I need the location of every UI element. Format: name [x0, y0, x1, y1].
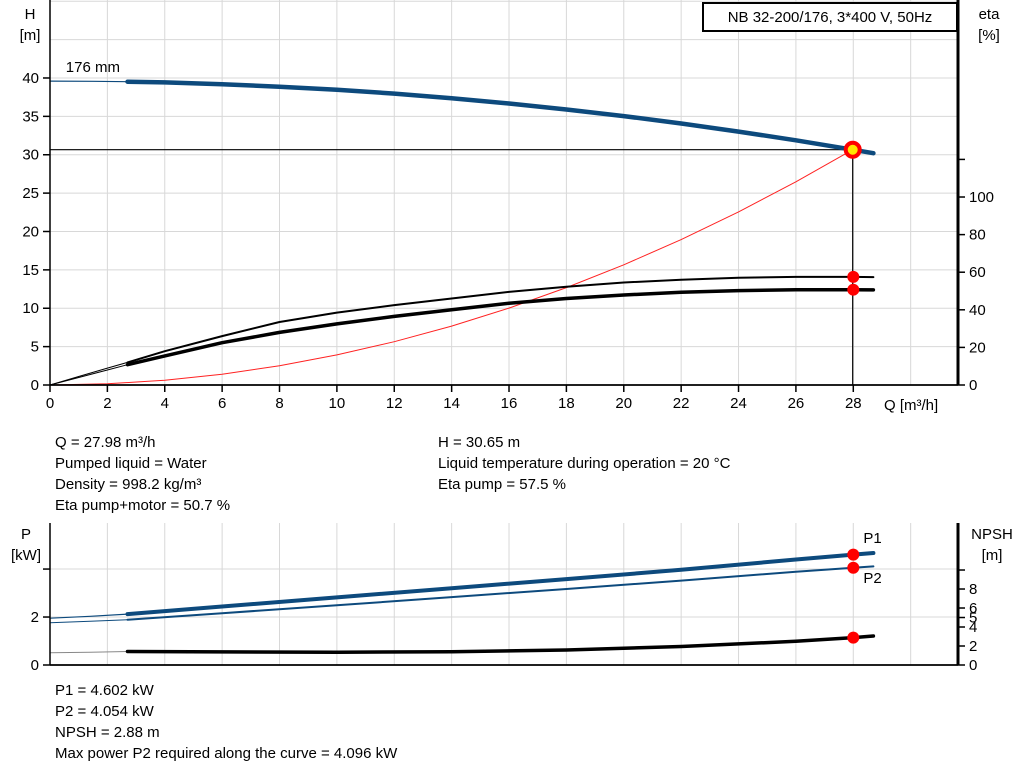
- power-info-block: P1 = 4.602 kW P2 = 4.054 kW NPSH = 2.88 m M…: [55, 680, 397, 764]
- y-left-tick-label: 2: [31, 609, 39, 626]
- power-info-line: P2 = 4.054 kW: [55, 703, 154, 720]
- y-right-tick-label: 2: [969, 638, 977, 655]
- y-right-tick-label: 40: [969, 302, 986, 319]
- y-right-tick-label: 4: [969, 619, 977, 636]
- operating-point: [843, 140, 862, 159]
- y-left-tick-label: 15: [22, 262, 39, 279]
- y-left-tick-label: 10: [22, 300, 39, 317]
- x-tick-label: 18: [558, 395, 575, 412]
- npsh-point: [847, 631, 860, 644]
- y-right-tick-label: 8: [969, 581, 977, 598]
- x-tick-label: 0: [46, 395, 54, 412]
- pump-curve: [125, 79, 876, 156]
- y-left-tick-label: 25: [22, 185, 39, 202]
- eta-pump-motor-point: [847, 283, 860, 296]
- impeller-diameter-label: 176 mm: [66, 59, 120, 76]
- y-right-tick-label: 60: [969, 264, 986, 281]
- x-tick-label: 6: [218, 395, 226, 412]
- duty-info-line: Pumped liquid = Water: [55, 455, 207, 472]
- eta-pump-motor-curve-lead: [49, 364, 128, 386]
- y-left-tick-label: 20: [22, 223, 39, 240]
- eta-pump-curve: [126, 275, 875, 364]
- y-left-tick-label: 30: [22, 147, 39, 164]
- gridlines: [50, 0, 958, 385]
- x-tick-label: 16: [501, 395, 518, 412]
- y-right-tick-label: 0: [969, 377, 977, 394]
- p1-point: [847, 548, 860, 561]
- y-left-tick-label: 35: [22, 108, 39, 125]
- x-tick-label: 2: [103, 395, 111, 412]
- eta-pump-point: [847, 270, 860, 283]
- x-tick-label: 22: [673, 395, 690, 412]
- duty-info-left: Q = 27.98 m³/h Pumped liquid = Water Densi…: [55, 432, 230, 516]
- p1-label: P1: [863, 530, 881, 547]
- tick-labels: 0 2 4 6 8 10 12 14 16 18 20 22 24 26 28051015202530354…: [22, 70, 994, 412]
- p1-curve: [125, 551, 876, 617]
- duty-info-right: H = 30.65 m Liquid temperature during ope…: [438, 432, 730, 495]
- p2-point: [847, 561, 860, 574]
- y-right-tick-label: 5: [969, 610, 977, 627]
- power-npsh-chart: 0 2 0 2 456 8 P1 P2: [31, 523, 977, 672]
- head-axis-label: H [m]: [19, 6, 41, 44]
- x-tick-label: 20: [615, 395, 632, 412]
- y-right-tick-label: 100: [969, 189, 994, 206]
- x-tick-label: 14: [443, 395, 460, 412]
- flow-axis-label: Q [m³/h]: [884, 397, 939, 414]
- npsh-curve: [125, 634, 876, 654]
- power-info-line: Max power P2 required along the curve = …: [55, 745, 398, 762]
- x-tick-label: 4: [161, 395, 169, 412]
- qh-chart: 0 2 4 6 8 10 12 14 16 18 20 22 24 26 28051015202530354…: [22, 0, 994, 412]
- duty-info-line: Density = 998.2 kg/m³: [55, 476, 202, 493]
- y-right-tick-label: 6: [969, 600, 977, 617]
- p2-curve-lead: [49, 619, 128, 624]
- y-left-tick-label: 5: [31, 339, 39, 356]
- p2-curve: [126, 565, 875, 621]
- x-tick-label: 24: [730, 395, 747, 412]
- y-right-tick-label: 0: [969, 657, 977, 672]
- power-axis-label: P [kW]: [11, 526, 41, 564]
- y-left-tick-label: 40: [22, 70, 39, 87]
- system-curve: [49, 149, 854, 386]
- npsh-axis-label: NPSH [m]: [971, 526, 1013, 564]
- pump-title-box: NB 32-200/176, 3*400 V, 50Hz: [702, 2, 958, 32]
- tick-labels: 0 2 0 2 456 8: [31, 568, 977, 672]
- pump-curve-lead: [49, 80, 129, 83]
- power-info-line: NPSH = 2.88 m: [55, 724, 160, 741]
- eta-pump-motor-curve: [125, 287, 876, 367]
- duty-info-line: H = 30.65 m: [438, 434, 521, 451]
- power-info-line: P1 = 4.602 kW: [55, 682, 154, 699]
- npsh-curve-lead: [49, 651, 128, 654]
- duty-info-line: Q = 27.98 m³/h: [55, 434, 156, 451]
- x-tick-label: 28: [845, 395, 862, 412]
- x-tick-label: 8: [275, 395, 283, 412]
- y-right-tick-label: 80: [969, 227, 986, 244]
- duty-info-line: Eta pump+motor = 50.7 %: [55, 497, 231, 514]
- x-tick-label: 12: [386, 395, 403, 412]
- y-left-tick-label: 0: [31, 377, 39, 394]
- y-left-tick-label: 0: [31, 657, 39, 672]
- x-tick-label: 26: [788, 395, 805, 412]
- x-tick-label: 10: [329, 395, 346, 412]
- p2-label: P2: [863, 570, 881, 587]
- eta-axis-label: eta [%]: [978, 6, 1000, 44]
- y-right-tick-label: 20: [969, 339, 986, 356]
- p1-curve-lead: [49, 613, 129, 619]
- duty-info-line: Eta pump = 57.5 %: [438, 476, 566, 493]
- duty-info-line: Liquid temperature during operation = 20…: [438, 455, 731, 472]
